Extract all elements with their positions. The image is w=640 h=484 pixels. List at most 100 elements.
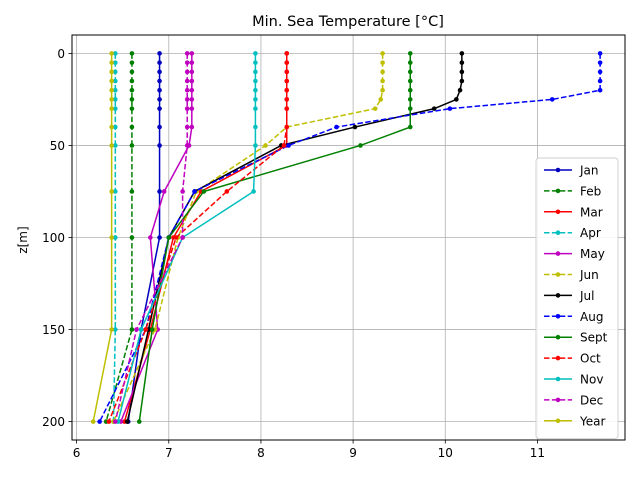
data-point (113, 51, 118, 56)
legend-item-apr: Apr (544, 226, 601, 240)
data-point (134, 327, 139, 332)
data-point (189, 60, 195, 65)
data-point (407, 106, 413, 111)
data-point (251, 189, 256, 194)
data-point (284, 87, 290, 93)
data-point (189, 97, 195, 102)
data-point (184, 51, 190, 56)
data-point (109, 124, 114, 130)
data-point (173, 235, 179, 240)
data-point (407, 97, 413, 102)
data-point (407, 69, 413, 75)
data-point (90, 419, 96, 424)
data-point (597, 69, 603, 75)
data-point (148, 235, 153, 240)
data-point (281, 143, 287, 148)
data-point (113, 60, 118, 65)
data-point (380, 87, 385, 93)
data-point (284, 97, 290, 102)
legend-item-jun: Jun (544, 268, 599, 282)
data-point (157, 51, 162, 56)
data-point (459, 78, 465, 84)
data-point (454, 97, 459, 102)
legend-box (535, 157, 619, 440)
series-sept (136, 51, 413, 424)
data-point (113, 78, 118, 84)
legend-label: Oct (580, 352, 601, 366)
axis-ticks: 6 7 8 9 10 11 0 50 100 150 200 (42, 47, 545, 460)
data-point (597, 87, 603, 93)
data-point (459, 60, 465, 65)
data-point (457, 87, 463, 93)
legend-label: Apr (580, 226, 601, 240)
data-point (113, 327, 118, 332)
data-point (109, 143, 114, 148)
series-feb (103, 51, 135, 424)
data-point (180, 235, 185, 240)
series-dec (113, 51, 190, 424)
x-tick-label: 8 (257, 446, 265, 460)
legend-label: Aug (580, 310, 603, 324)
data-point (253, 51, 258, 56)
legend-marker (555, 230, 561, 235)
data-point (597, 51, 603, 56)
x-tick-label: 9 (349, 446, 357, 460)
legend-marker (555, 167, 561, 173)
data-point (149, 327, 155, 332)
legend-label: Nov (580, 373, 603, 387)
data-point (189, 51, 195, 56)
legend-item-dec: Dec (544, 393, 603, 407)
data-point (184, 78, 190, 84)
data-point (378, 97, 384, 102)
y-tick-label: 150 (42, 323, 65, 337)
data-point (184, 60, 190, 65)
series-oct (106, 51, 290, 424)
legend-label: Year (579, 414, 605, 428)
data-point (129, 78, 135, 84)
data-point (189, 87, 195, 93)
data-point (109, 97, 114, 102)
data-point (166, 235, 172, 240)
x-tick-label: 6 (73, 446, 81, 460)
data-point (286, 143, 291, 148)
data-point (253, 69, 258, 75)
data-point (129, 87, 135, 93)
data-point (129, 189, 135, 194)
data-point (184, 106, 190, 111)
data-point (189, 69, 195, 75)
data-point (372, 106, 378, 111)
legend-marker (555, 418, 561, 424)
data-point (459, 69, 465, 75)
data-point (109, 235, 114, 240)
legend-marker (555, 376, 561, 382)
data-point (224, 189, 230, 194)
data-point (113, 235, 118, 240)
data-point (334, 124, 339, 130)
legend-label: Jan (579, 164, 599, 178)
data-point (380, 51, 385, 56)
data-point (549, 97, 555, 102)
x-tick-label: 11 (530, 446, 545, 460)
data-point (113, 87, 118, 93)
data-point (129, 106, 135, 111)
data-point (253, 143, 258, 148)
data-point (201, 189, 207, 194)
data-point (407, 124, 413, 130)
data-point (184, 124, 190, 130)
data-point (157, 106, 162, 111)
data-point (129, 124, 135, 130)
legend-item-jan: Jan (544, 164, 599, 178)
data-point (109, 69, 114, 75)
data-point (109, 189, 114, 194)
data-point (284, 60, 290, 65)
data-point (184, 87, 190, 93)
data-point (253, 97, 258, 102)
data-point (138, 327, 144, 332)
y-tick-label: 200 (42, 415, 65, 429)
data-point (253, 106, 258, 111)
data-point (109, 87, 114, 93)
data-point (184, 69, 190, 75)
data-point (597, 60, 603, 65)
data-point (129, 69, 135, 75)
